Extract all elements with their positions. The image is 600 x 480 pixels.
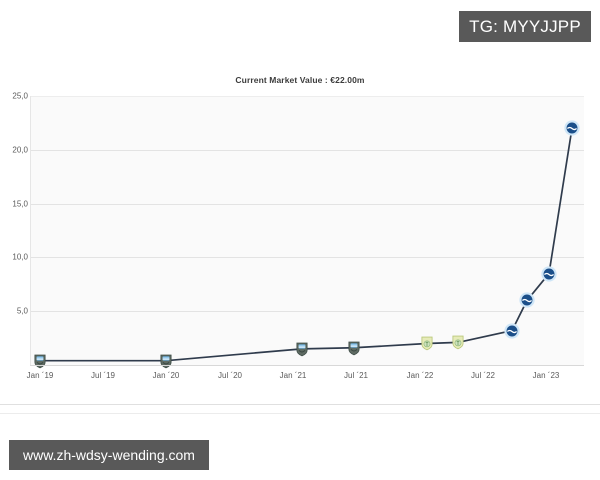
data-point-crest-icon[interactable] <box>346 339 363 357</box>
data-point-crest-icon[interactable] <box>419 334 436 352</box>
section-divider-secondary <box>0 413 600 414</box>
y-tick-label: 25,0 <box>12 91 28 101</box>
x-tick-label: Jul ´22 <box>470 371 496 380</box>
data-point-crest-icon[interactable] <box>504 322 521 340</box>
gridline-15 <box>31 203 584 205</box>
x-tick-label: Jul ´20 <box>217 371 243 380</box>
chart-title: Current Market Value : €22.00m <box>235 75 365 85</box>
y-tick-label: 10,0 <box>12 252 28 262</box>
data-point-crest-icon[interactable] <box>32 352 49 370</box>
data-point-crest-icon[interactable] <box>294 340 311 358</box>
x-tick-label: Jan ´19 <box>26 371 54 380</box>
data-point-crest-icon[interactable] <box>564 119 581 137</box>
tg-badge: TG: MYYJJPP <box>459 11 591 42</box>
gridline-20 <box>31 149 584 151</box>
gridline-10 <box>31 257 584 259</box>
y-tick-label: 5,0 <box>16 306 28 316</box>
x-tick-label: Jan ´21 <box>279 371 307 380</box>
market-value-chart: Current Market Value : €22.00m 5,0 10,0 15… <box>0 60 600 405</box>
x-axis-line <box>30 365 584 366</box>
y-tick-label: 15,0 <box>12 199 28 209</box>
data-point-crest-icon[interactable] <box>541 265 558 283</box>
data-point-crest-icon[interactable] <box>519 291 536 309</box>
x-tick-label: Jan ´20 <box>152 371 180 380</box>
y-tick-label: 20,0 <box>12 145 28 155</box>
data-point-crest-icon[interactable] <box>158 352 175 370</box>
section-divider <box>0 404 600 405</box>
gridline-25 <box>31 96 584 97</box>
x-tick-label: Jul ´19 <box>90 371 116 380</box>
data-point-crest-icon[interactable] <box>450 333 467 351</box>
gridline-5 <box>31 311 584 313</box>
market-value-line <box>39 127 573 362</box>
x-tick-label: Jul ´21 <box>343 371 369 380</box>
site-watermark: www.zh-wdsy-wending.com <box>9 440 209 470</box>
x-tick-label: Jan ´22 <box>406 371 434 380</box>
plot-area <box>30 96 584 365</box>
x-tick-label: Jan ´23 <box>532 371 560 380</box>
